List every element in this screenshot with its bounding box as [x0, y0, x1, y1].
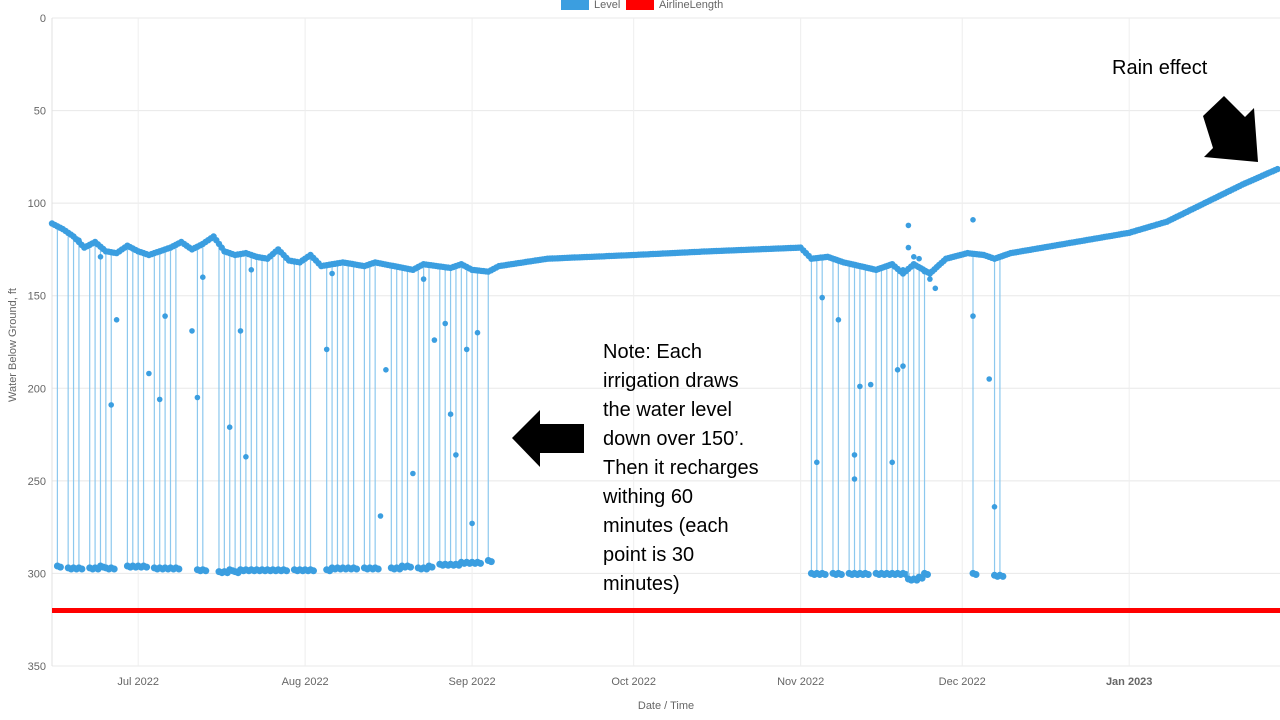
x-axis-title: Date / Time	[638, 700, 694, 712]
irrigation-low-point	[837, 571, 845, 578]
level-outlier-point	[916, 255, 922, 262]
irrigation-low-point	[487, 558, 495, 566]
y-axis-ticks: 0 50 100 150 200 250 300 350	[28, 13, 46, 673]
y-tick-label: 0	[40, 13, 46, 25]
y-tick-label: 150	[28, 291, 46, 303]
level-outlier-point	[911, 253, 917, 260]
level-outlier-point	[162, 313, 168, 319]
y-tick-label: 50	[34, 106, 46, 118]
level-outlier-point	[474, 329, 481, 336]
level-outlier-point	[894, 367, 901, 373]
level-outlier-point	[814, 459, 820, 466]
level-outlier-point	[146, 370, 152, 377]
level-outlier-point	[420, 276, 427, 282]
level-outlier-point	[383, 367, 389, 373]
level-outlier-point	[905, 222, 912, 229]
irrigation-low-point	[407, 563, 414, 571]
level-outlier-point	[323, 346, 330, 353]
level-outlier-point	[469, 520, 475, 527]
irrigation-low-point	[821, 571, 829, 578]
x-tick-label: Dec 2022	[939, 676, 986, 688]
y-tick-label: 100	[28, 198, 46, 210]
level-outlier-point	[431, 337, 438, 343]
level-outlier-point	[900, 363, 906, 369]
level-outlier-point	[108, 402, 114, 408]
irrigation-low-point	[110, 565, 118, 573]
level-outlier-point	[237, 328, 244, 334]
irrigation-low-point	[972, 571, 980, 578]
legend-label-level: Level	[594, 0, 620, 11]
level-outlier-point	[986, 376, 992, 382]
level-outlier-point	[194, 394, 201, 401]
level-point	[1274, 165, 1280, 173]
irrigation-low-point	[477, 559, 484, 567]
x-tick-label: Jul 2022	[117, 676, 159, 688]
level-outlier-point	[851, 452, 858, 458]
x-tick-label: Oct 2022	[611, 676, 656, 688]
irrigation-low-point	[78, 565, 86, 573]
level-outlier-point	[889, 459, 895, 466]
x-tick-label: Nov 2022	[777, 676, 824, 688]
y-tick-label: 250	[28, 476, 46, 488]
irrigation-low-point	[999, 572, 1007, 580]
level-outlier-point	[97, 253, 104, 260]
level-outlier-point	[377, 513, 384, 519]
level-outlier-point	[851, 476, 858, 482]
down-right-arrow-icon	[1203, 96, 1258, 162]
x-tick-label: Jan 2023	[1106, 676, 1152, 688]
irrigation-low-point	[864, 571, 872, 578]
level-outlier-point	[447, 411, 454, 418]
irrigation-low-point	[924, 571, 931, 578]
level-outlier-point	[970, 313, 976, 319]
level-outlier-point	[867, 381, 874, 388]
level-outlier-point	[189, 328, 195, 334]
legend[interactable]: Level AirlineLength	[561, 0, 723, 11]
y-axis-title: Water Below Ground, ft	[7, 288, 19, 402]
y-tick-label: 200	[28, 383, 46, 395]
x-tick-label: Sep 2022	[449, 676, 496, 688]
level-outlier-point	[156, 396, 163, 403]
x-axis-ticks: Jul 2022 Aug 2022 Sep 2022 Oct 2022 Nov 2022…	[117, 676, 1152, 688]
level-outlier-point	[970, 217, 976, 223]
irrigation-low-point	[353, 565, 361, 573]
irrigation-low-point	[428, 563, 436, 571]
level-outlier-point	[453, 452, 459, 458]
y-tick-label: 350	[28, 661, 46, 673]
level-outlier-point	[113, 317, 120, 323]
irrigation-low-point	[143, 563, 151, 571]
left-arrow-icon	[512, 410, 584, 467]
level-outlier-point	[905, 244, 912, 251]
level-outlier-point	[410, 470, 416, 477]
level-outlier-point	[463, 346, 470, 353]
level-outlier-point	[248, 267, 255, 273]
level-series	[48, 165, 1280, 277]
level-outlier-point	[927, 276, 933, 282]
legend-swatch-level	[561, 0, 589, 10]
x-tick-label: Aug 2022	[282, 676, 329, 688]
rain-effect-label: Rain effect	[1112, 57, 1208, 79]
irrigation-low-point	[310, 567, 317, 575]
level-outlier-point	[835, 317, 842, 323]
irrigation-note: Note: Each irrigation draws the water le…	[603, 341, 759, 595]
level-outlier-point	[857, 383, 863, 390]
legend-swatch-airline	[626, 0, 654, 10]
irrigation-low-point	[202, 567, 210, 575]
level-outlier-point	[932, 285, 939, 292]
level-outlier-point	[243, 454, 249, 460]
level-outlier-point	[200, 274, 206, 281]
irrigation-drop-lines	[53, 217, 1007, 584]
legend-label-airline: AirlineLength	[659, 0, 723, 11]
y-tick-label: 300	[28, 568, 46, 580]
level-outlier-point	[819, 294, 825, 301]
irrigation-low-point	[374, 565, 382, 573]
level-outlier-point	[991, 504, 998, 510]
level-outlier-point	[329, 270, 335, 277]
level-outlier-point	[442, 320, 449, 327]
irrigation-low-point	[56, 563, 64, 571]
level-outlier-point	[226, 424, 233, 431]
irrigation-low-point	[175, 565, 183, 573]
irrigation-low-point	[283, 567, 291, 575]
